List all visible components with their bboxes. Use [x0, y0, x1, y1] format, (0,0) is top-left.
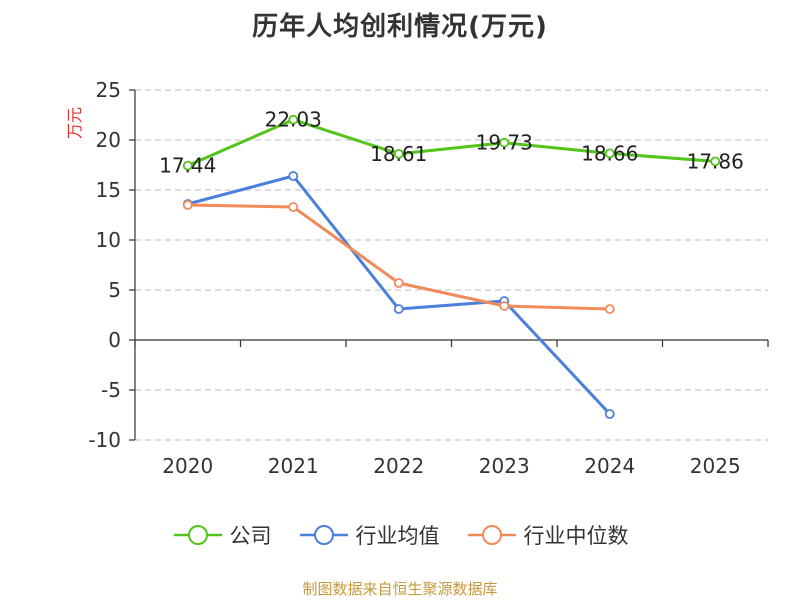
series-point — [604, 304, 615, 314]
series-line — [186, 203, 612, 311]
series-point — [182, 160, 193, 171]
x-tick-label: 2024 — [584, 454, 635, 478]
series-line — [186, 118, 717, 168]
series-point — [288, 114, 299, 125]
y-tick-label: -10 — [88, 428, 121, 452]
grid-layer — [135, 89, 768, 441]
series-point — [499, 137, 510, 148]
legend-item[interactable]: 行业均值 — [298, 520, 440, 550]
data-label: 18.61 — [370, 142, 427, 166]
series-layer — [182, 114, 721, 419]
y-tick-label: 10 — [96, 228, 121, 252]
chart-title: 历年人均创利情况(万元) — [252, 12, 548, 42]
series-point — [393, 304, 404, 314]
data-label: 17.44 — [159, 154, 216, 178]
legend-label: 行业均值 — [355, 524, 440, 548]
source-note: 制图数据来自恒生聚源数据库 — [302, 580, 498, 598]
series-point — [604, 409, 615, 419]
x-tick-label: 2025 — [690, 454, 741, 478]
label-layer: 17.44 22.03 18.61 19.73 18.66 17.86 — [159, 108, 744, 178]
legend-label: 公司 — [229, 524, 272, 548]
legend-line-circle-icon — [467, 525, 516, 545]
y-axis-unit-label: 万元 — [65, 107, 84, 139]
y-tick-label: 15 — [96, 178, 121, 202]
series-point — [393, 148, 404, 159]
data-label: 22.03 — [265, 108, 322, 132]
series-point — [182, 200, 193, 210]
series-line — [186, 174, 612, 416]
x-tick-label: 2021 — [268, 454, 319, 478]
x-tick-label: 2023 — [479, 454, 530, 478]
series-point — [393, 278, 404, 288]
legend-item[interactable]: 公司 — [172, 520, 272, 550]
legend-label: 行业中位数 — [523, 524, 629, 548]
legend: 公司 行业均值 行业中位数 — [0, 520, 800, 550]
y-tick-label: 20 — [96, 128, 121, 152]
data-label: 18.66 — [581, 141, 638, 165]
y-tick-label: 0 — [108, 328, 121, 352]
series-point — [604, 148, 615, 159]
legend-line-circle-icon — [299, 525, 348, 545]
x-tick-label: 2022 — [373, 454, 424, 478]
data-label: 17.86 — [687, 149, 744, 173]
y-tick-label: 25 — [96, 78, 121, 102]
series-point — [499, 301, 510, 311]
data-label: 19.73 — [476, 131, 533, 155]
series-point — [288, 202, 299, 212]
legend-item[interactable]: 行业中位数 — [466, 520, 629, 550]
y-tick-label: 5 — [108, 278, 121, 302]
legend-line-circle-icon — [173, 525, 222, 545]
series-point — [710, 156, 721, 167]
x-tick-label: 2020 — [162, 454, 213, 478]
y-tick-label: -5 — [101, 378, 121, 402]
series-point — [288, 171, 299, 181]
